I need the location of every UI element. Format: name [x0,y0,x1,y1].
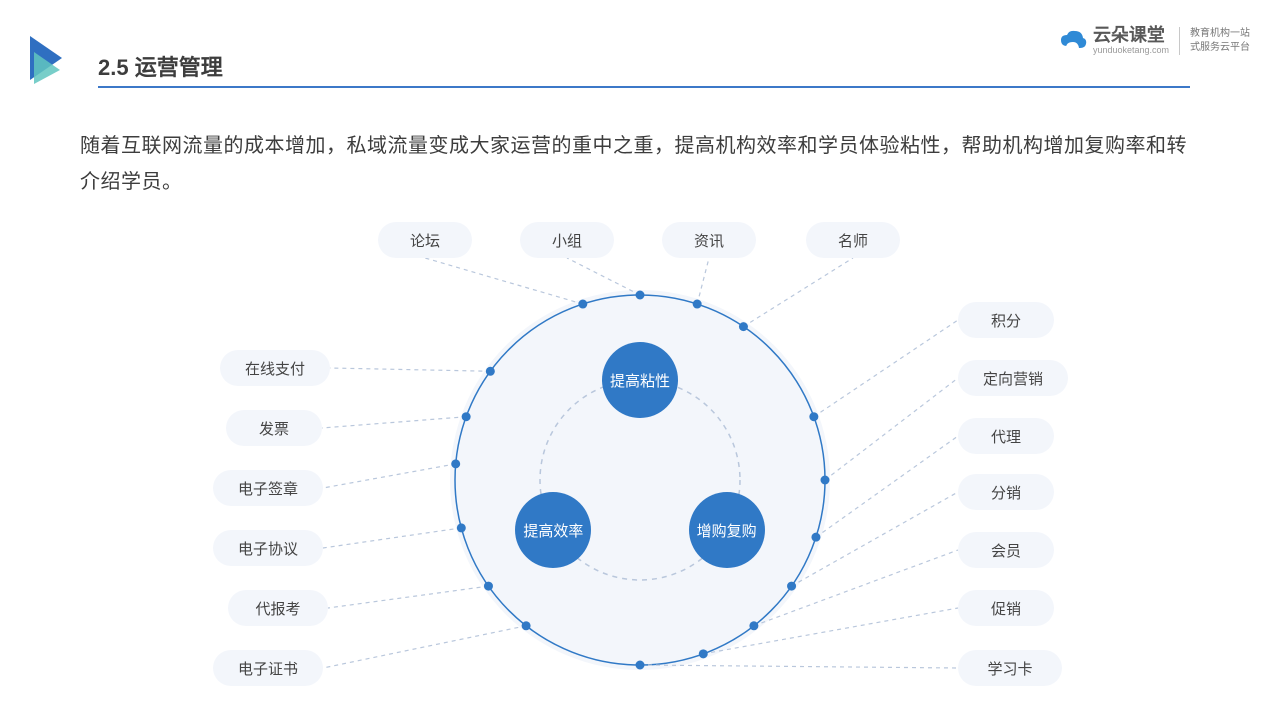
pill-card: 学习卡 [958,650,1062,686]
pill-group: 小组 [520,222,614,258]
hub-repurchase: 增购复购 [689,492,765,568]
pill-marketing: 定向营销 [958,360,1068,396]
pill-cert: 电子证书 [213,650,323,686]
pill-exam: 代报考 [228,590,328,626]
pill-teacher: 名师 [806,222,900,258]
hub-stickiness: 提高粘性 [602,342,678,418]
pill-agreement: 电子协议 [213,530,323,566]
pill-promo: 促销 [958,590,1054,626]
pill-member: 会员 [958,532,1054,568]
pill-news: 资讯 [662,222,756,258]
pill-agent: 代理 [958,418,1054,454]
pill-distribution: 分销 [958,474,1054,510]
hub-efficiency: 提高效率 [515,492,591,568]
pill-points: 积分 [958,302,1054,338]
pill-invoice: 发票 [226,410,322,446]
pill-forum: 论坛 [378,222,472,258]
pill-pay: 在线支付 [220,350,330,386]
pill-seal: 电子签章 [213,470,323,506]
